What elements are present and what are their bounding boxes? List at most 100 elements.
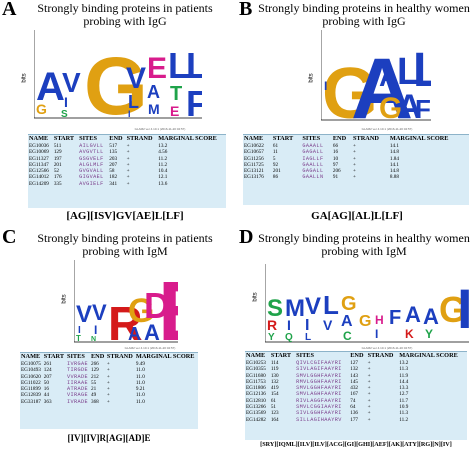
table-row: EG33187 363 IVRADE 368 +11.0 [20,399,198,405]
table-row: EG10036 511 AILGVLL 517 +13.2 [28,143,226,149]
svg-text:E: E [147,52,167,85]
svg-text:V: V [62,67,81,98]
col-end: END [332,135,347,142]
panel-title: Strongly binding proteins in healthy wom… [255,2,473,28]
col-start: START [53,135,75,142]
table-cell: IIRAAE [66,379,89,386]
table-cell: 11.0 [135,373,145,380]
svg-text:A: A [351,41,413,122]
table-cell: 16 [332,149,339,156]
table-cell: 11.9 [399,372,409,379]
table-row: EG11899 16 ATRADE 21 +9.21 [20,386,198,392]
logo-caption: GLAM2 ver 4.10.1 (2016-11-20 02:57) [134,127,186,131]
consensus-motif: [AG][ISV]GV[AE]L[LF] [66,210,184,222]
svg-text:C: C [343,329,352,343]
table-cell: SMVLAGHFAAYRI [296,391,342,398]
table-cell: 14.1 [389,143,399,149]
table-cell: 11.3 [399,366,409,373]
table-cell: EG11725 [244,161,264,168]
table-cell: VIRAGE [66,392,89,399]
table-cell: EG11327 [29,155,49,162]
table-cell: 197 [53,155,62,162]
table-cell: + [353,149,356,156]
logo-y-label: bits [308,73,315,83]
svg-text:G: G [359,313,371,330]
table-row: EG13121 201 GAGALL 206 +14.8 [243,168,469,174]
svg-text:F: F [389,307,401,329]
table-cell: 1.84 [389,155,399,162]
svg-text:I: I [324,79,327,93]
panel-title: Strongly binding proteins in healthy wom… [255,232,473,258]
table-cell: 143 [350,372,358,379]
title-line-1: Strongly binding proteins in patients [37,1,213,15]
svg-text:G: G [128,292,154,330]
table-cell: 135 [109,149,118,156]
logo-caption: GLAM2 ver 4.10.1 (2016-11-20 02:57) [124,346,176,350]
table-cell: EG12839 [21,392,41,399]
table-cell: EG10036 [29,143,49,149]
svg-text:M: M [285,295,305,322]
table-cell: 61 [272,143,279,149]
svg-text:A: A [423,304,439,329]
table-cell: 64 [350,404,356,411]
table-body: EG10253 114 QIVLCGIFAAYRI 127 +13.2 EG10355 11… [245,360,467,423]
panel-label: C [2,226,17,248]
table-row: EG12839 44 VIRAGE 49 +11.0 [20,392,198,398]
table-cell: GAGALL [302,149,324,156]
table-cell: 201 [272,168,281,175]
svg-text:L: L [397,51,420,93]
table-cell: VVRADE [66,373,89,380]
table-cell: 11 [272,149,278,156]
table-cell: 132 [270,378,279,385]
logo-caption: GLAM2 ver 4.10.1 (2016-11-20 02:57) [361,346,413,350]
table-row: EG13569 123 SIVLGGHFAAYRI 136 +11.3 [245,410,467,416]
table-cell: AVGIELF [79,180,104,187]
table-cell: 66 [332,143,339,149]
table-cell: 49 [90,392,97,399]
table-cell: 11.0 [135,367,145,374]
panel-b: B Strongly binding proteins in healthy w… [237,0,474,228]
table-cell: + [353,155,356,162]
panel-title: Strongly binding proteins in patients pr… [20,232,230,258]
table-cell: EG12566 [29,168,49,175]
table-row: EG11256 5 IAGLLF 10 +1.84 [243,156,469,162]
table-cell: 11.2 [158,155,168,162]
title-line-2: probing with IgG [83,14,167,28]
svg-text:A: A [379,61,399,92]
sites-table: NAME START SITES END STRAND MARGINAL SCO… [20,352,198,429]
table-cell: + [367,378,371,385]
svg-text:Y: Y [268,332,275,343]
table-cell: 123 [270,410,279,417]
table-cell: 212 [90,373,99,380]
table-cell: QIVLCGIFAAYRI [296,360,342,366]
table-cell: EG13266 [246,404,266,411]
table-cell: EG10355 [246,366,266,373]
table-cell: GIGVAEL [79,174,104,181]
table-cell: + [367,397,371,404]
table-cell: 127 [350,360,358,366]
table-cell: EG14012 [29,174,49,181]
table-cell: + [126,174,130,181]
sites-table: NAME START SITES END STRAND MARGINAL SCO… [28,134,226,208]
table-cell: 167 [350,391,358,398]
table-row: EG11680 130 SMVLGGHFAAYRI 143 +11.9 [245,373,467,379]
table-row: EG12136 154 SMVLAGHFAAYRI 167 +12.7 [245,391,467,397]
table-cell: EG11899 [21,386,41,393]
table-cell: 130 [270,372,279,379]
svg-text:G: G [341,293,357,315]
table-row: EG10075 261 IVRGAE 266 +9.49 [20,361,198,367]
table-row: EG13176 86 GAALLN 91 +8.88 [243,174,469,180]
table-cell: 368 [90,398,99,405]
table-header-row: NAME START SITES END STRAND MARGINAL SCO… [245,352,467,360]
consensus-motif: GA[AG][AL]L[LF] [311,210,403,222]
col-strand: STRAND [353,135,379,142]
table-cell: + [367,385,371,392]
svg-text:A: A [144,320,160,344]
panel-d: D Strongly binding proteins in healthy w… [237,226,474,457]
table-cell: EG10075 [21,361,41,367]
table-row: EG12810 61 RIVLAGGFAAYRI 74 +11.7 [245,398,467,404]
table-cell: 4.56 [158,149,168,156]
col-sites: SITES [79,135,97,142]
table-cell: GAALLN [302,174,324,181]
col-end: END [109,135,123,142]
